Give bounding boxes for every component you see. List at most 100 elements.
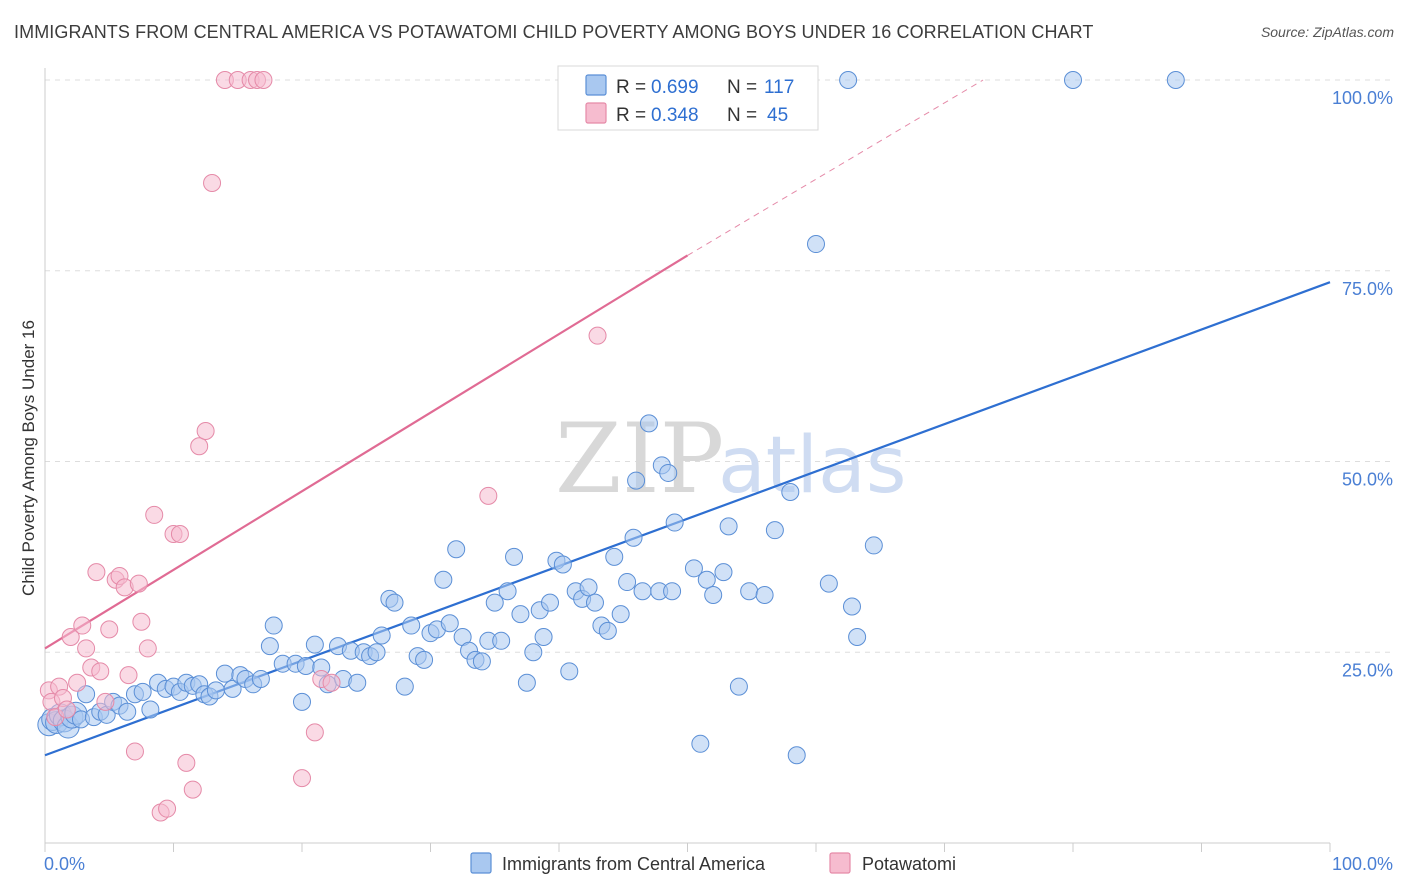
trend-line-potawatomi [44, 254, 689, 650]
point-potawatomi [322, 673, 341, 692]
legend: Immigrants from Central America Potawato… [470, 852, 956, 874]
point-potawatomi [129, 574, 148, 593]
point-central-america [663, 582, 682, 601]
point-potawatomi [183, 780, 202, 799]
legend-label-central-america: Immigrants from Central America [502, 854, 766, 874]
stats-swatch-blue [585, 74, 607, 96]
point-potawatomi [61, 627, 80, 646]
point-central-america [264, 616, 283, 635]
point-central-america [740, 582, 759, 601]
y-tick-labels: 25.0% 50.0% 75.0% 100.0% [1332, 88, 1393, 680]
point-central-america [765, 521, 784, 540]
point-central-america [579, 578, 598, 597]
point-potawatomi [305, 723, 324, 742]
point-central-america [251, 669, 270, 688]
point-potawatomi [190, 437, 209, 456]
legend-label-potawatomi: Potawatomi [862, 854, 956, 874]
stats-n-value-pink: 45 [767, 105, 788, 126]
point-central-america [585, 593, 604, 612]
x-tick-labels: 0.0% 100.0% [44, 854, 1393, 874]
point-central-america [447, 540, 466, 559]
stats-r-label-pink: R = [616, 105, 646, 126]
point-central-america [485, 593, 504, 612]
point-central-america [367, 643, 386, 662]
legend-swatch-potawatomi [829, 852, 851, 874]
watermark-zip: ZIP [555, 403, 724, 515]
point-central-america [215, 664, 234, 683]
point-potawatomi [68, 673, 87, 692]
stats-n-label-pink: N = [727, 105, 757, 126]
y-axis-label: Child Poverty Among Boys Under 16 [19, 320, 38, 596]
point-central-america [498, 582, 517, 601]
point-potawatomi [87, 563, 106, 582]
point-central-america [118, 702, 137, 721]
point-central-america [305, 635, 324, 654]
point-potawatomi [77, 639, 96, 658]
point-central-america [639, 414, 658, 433]
point-central-america [864, 536, 883, 555]
point-central-america [848, 627, 867, 646]
point-central-america [605, 547, 624, 566]
series-central-america-points [37, 71, 1185, 765]
stats-box: R = 0.699 N = 117 R = 0.348 N = 45 [557, 65, 819, 131]
point-central-america [633, 582, 652, 601]
point-potawatomi [588, 326, 607, 345]
point-potawatomi [479, 486, 498, 505]
trend-line-potawatomi-extension [687, 79, 984, 256]
point-central-america [141, 700, 160, 719]
point-potawatomi [132, 612, 151, 631]
point-potawatomi [73, 616, 92, 635]
point-central-america [206, 681, 225, 700]
point-central-america [541, 593, 560, 612]
point-central-america [781, 483, 800, 502]
series-potawatomi-points [39, 71, 646, 822]
point-central-america [434, 570, 453, 589]
point-potawatomi [203, 174, 222, 193]
y-tick-label: 25.0% [1342, 660, 1393, 680]
point-potawatomi [158, 799, 177, 818]
point-central-america [534, 627, 553, 646]
y-tick-label: 75.0% [1342, 279, 1393, 299]
point-central-america [517, 673, 536, 692]
point-potawatomi [177, 753, 196, 772]
point-potawatomi [138, 639, 157, 658]
point-potawatomi [119, 666, 138, 685]
point-central-america [560, 662, 579, 681]
point-central-america [842, 597, 861, 616]
y-tick-label: 100.0% [1332, 88, 1393, 108]
point-central-america [385, 593, 404, 612]
point-central-america [296, 656, 315, 675]
point-potawatomi [125, 742, 144, 761]
point-central-america [755, 586, 774, 605]
stats-r-value-pink: 0.348 [651, 105, 699, 126]
point-central-america [627, 471, 646, 490]
point-central-america [553, 555, 572, 574]
source-label: Source: ZipAtlas.com [1260, 24, 1394, 40]
point-central-america [440, 614, 459, 633]
point-central-america [618, 573, 637, 592]
point-central-america [624, 528, 643, 547]
point-central-america [223, 679, 242, 698]
point-central-america [714, 563, 733, 582]
watermark: ZIP atlas [555, 403, 907, 515]
point-central-america [133, 682, 152, 701]
stats-n-label-blue: N = [727, 77, 757, 98]
x-tick-label: 100.0% [1332, 854, 1393, 874]
point-central-america [691, 734, 710, 753]
point-central-america [704, 586, 723, 605]
point-central-america [260, 637, 279, 656]
point-central-america [839, 71, 858, 89]
stats-swatch-pink [585, 102, 607, 124]
point-central-america [1166, 71, 1185, 89]
point-central-america [684, 559, 703, 578]
point-central-america [787, 746, 806, 765]
x-tick-label: 0.0% [44, 854, 85, 874]
point-central-america [697, 570, 716, 589]
point-central-america [1064, 71, 1082, 89]
point-central-america [472, 652, 491, 671]
point-central-america [665, 513, 684, 532]
point-central-america [395, 677, 414, 696]
point-potawatomi [100, 620, 119, 639]
point-central-america [598, 621, 617, 640]
